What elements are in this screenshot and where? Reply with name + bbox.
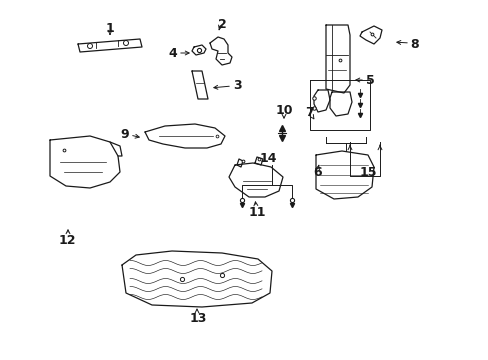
- Text: 15: 15: [359, 166, 376, 179]
- Text: 2: 2: [217, 18, 226, 31]
- Text: 8: 8: [410, 37, 418, 50]
- Text: 4: 4: [168, 46, 177, 59]
- Text: 6: 6: [313, 166, 322, 179]
- Text: 10: 10: [275, 104, 292, 117]
- Text: 3: 3: [232, 78, 241, 91]
- Text: 1: 1: [105, 22, 114, 35]
- Text: 14: 14: [259, 152, 276, 165]
- Text: 12: 12: [58, 234, 76, 247]
- Text: 9: 9: [121, 127, 129, 140]
- Text: 13: 13: [189, 311, 206, 324]
- Text: 5: 5: [365, 73, 374, 86]
- Text: 7: 7: [305, 105, 314, 118]
- Text: 11: 11: [248, 206, 265, 219]
